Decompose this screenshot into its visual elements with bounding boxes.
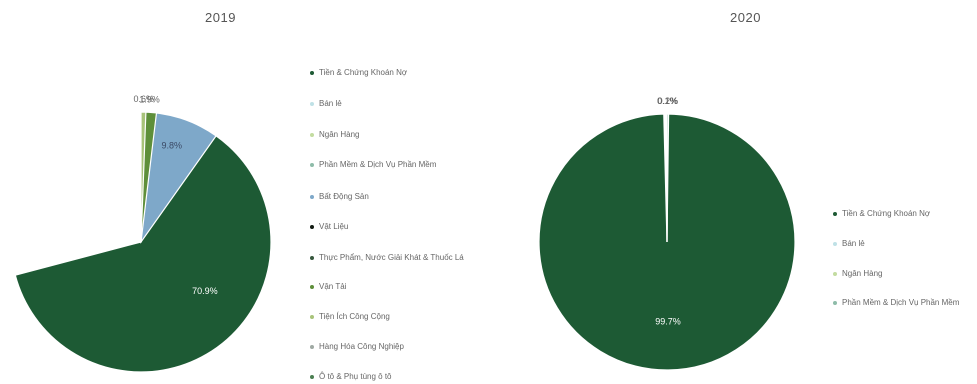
pie-slice-0-tien-chung-khoan-no xyxy=(14,111,272,373)
legend-label: Bán lẻ xyxy=(842,239,865,248)
legend-marker xyxy=(310,71,314,75)
legend-marker xyxy=(833,301,837,305)
legend-label: Tiền & Chứng Khoán Nợ xyxy=(319,68,408,77)
chart-title-2020: 2020 xyxy=(730,10,761,25)
legend-item-0-tien-chung-khoan-no[interactable]: Tiền & Chứng Khoán Nợ xyxy=(310,68,485,78)
legend-2020: Tiền & Chứng Khoán Nợ Bán lẻ Ngân Hàng Phần… xyxy=(833,0,977,384)
legend-item-0-o-to-phu-tung-o-to[interactable]: Ô tô & Phụ tùng ô tô xyxy=(310,372,485,382)
legend-item-0-thuc-pham-nuoc-giai-khat-thuoc-la[interactable]: Thực Phẩm, Nước Giải Khát & Thuốc Lá xyxy=(310,253,485,263)
legend-label: Thực Phẩm, Nước Giải Khát & Thuốc Lá xyxy=(319,253,464,262)
slice-label-1-ban-le: 0.1% xyxy=(657,96,678,106)
legend-item-0-van-tai[interactable]: Vận Tải xyxy=(310,282,485,292)
legend-marker xyxy=(833,212,837,216)
legend-item-0-ngan-hang[interactable]: Ngân Hàng xyxy=(310,130,485,140)
legend-marker xyxy=(310,285,314,289)
legend-label: Bán lẻ xyxy=(319,99,342,108)
slice-label-0-bat-dong-san: 9.8% xyxy=(161,140,182,150)
legend-item-0-phan-mem-dich-vu-phan-mem[interactable]: Phần Mềm & Dịch Vụ Phần Mềm xyxy=(310,160,485,170)
slice-label-0-tien-chung-khoan-no: 70.9% xyxy=(192,286,218,296)
legend-marker xyxy=(833,242,837,246)
legend-marker xyxy=(310,375,314,379)
legend-item-0-bat-dong-san[interactable]: Bất Động Sản xyxy=(310,192,485,202)
slice-label-1-ngan-hang: 0.1% xyxy=(657,96,678,106)
legend-label: Phần Mềm & Dịch Vụ Phần Mềm xyxy=(319,160,437,169)
slice-label-1-tien-chung-khoan-no: 99.7% xyxy=(655,316,681,326)
legend-label: Ô tô & Phụ tùng ô tô xyxy=(319,372,392,381)
legend-label: Tiền & Chứng Khoán Nợ xyxy=(842,209,931,218)
legend-label: Hàng Hóa Công Nghiệp xyxy=(319,342,404,351)
legend-marker xyxy=(310,102,314,106)
legend-marker xyxy=(310,133,314,137)
legend-label: Bất Động Sản xyxy=(319,192,369,201)
legend-label: Vật Liệu xyxy=(319,222,349,231)
legend-label: Phần Mềm & Dịch Vụ Phần Mềm xyxy=(842,298,960,307)
legend-item-1-ngan-hang[interactable]: Ngân Hàng xyxy=(833,269,975,279)
slice-label-1-phan-mem-dich-vu-phan-mem: 0.2% xyxy=(658,96,679,106)
legend-item-0-vat-lieu[interactable]: Vật Liệu xyxy=(310,222,485,232)
chart-title-2019: 2019 xyxy=(205,10,236,25)
legend-item-0-hang-hoa-cong-nghiep[interactable]: Hàng Hóa Công Nghiệp xyxy=(310,342,485,352)
legend-marker xyxy=(310,256,314,260)
legend-2019: Tiền & Chứng Khoán Nợ Bán lẻ Ngân Hàng Phần… xyxy=(310,0,490,384)
slice-label-0-tien-ich-cong-cong: 0.6% xyxy=(133,94,154,104)
legend-item-1-tien-chung-khoan-no[interactable]: Tiền & Chứng Khoán Nợ xyxy=(833,209,975,219)
legend-label: Vận Tải xyxy=(319,282,347,291)
legend-label: Tiện Ích Công Cộng xyxy=(319,312,390,321)
legend-label: Ngân Hàng xyxy=(319,130,360,139)
pie-slice-0-tien-ich-cong-cong xyxy=(140,111,147,243)
legend-label: Ngân Hàng xyxy=(842,269,883,278)
legend-marker xyxy=(310,345,314,349)
pie-slice-1-phan-mem-dich-vu-phan-mem xyxy=(666,113,670,243)
legend-marker xyxy=(310,163,314,167)
legend-item-1-phan-mem-dich-vu-phan-mem[interactable]: Phần Mềm & Dịch Vụ Phần Mềm xyxy=(833,298,975,308)
legend-item-0-ban-le[interactable]: Bán lẻ xyxy=(310,99,485,109)
legend-marker xyxy=(833,272,837,276)
legend-item-1-ban-le[interactable]: Bán lẻ xyxy=(833,239,975,249)
pie-chart-2019: 70.9%4.5%4.1%6.9%9.8%1.9%0.6% xyxy=(14,94,272,373)
legend-marker xyxy=(310,225,314,229)
legend-item-0-tien-ich-cong-cong[interactable]: Tiện Ích Công Cộng xyxy=(310,312,485,322)
legend-marker xyxy=(310,195,314,199)
pie-chart-2020: 99.7%0.1%0.1%0.2% xyxy=(538,96,796,371)
slice-label-0-van-tai: 1.9% xyxy=(139,94,160,104)
legend-marker xyxy=(310,315,314,319)
